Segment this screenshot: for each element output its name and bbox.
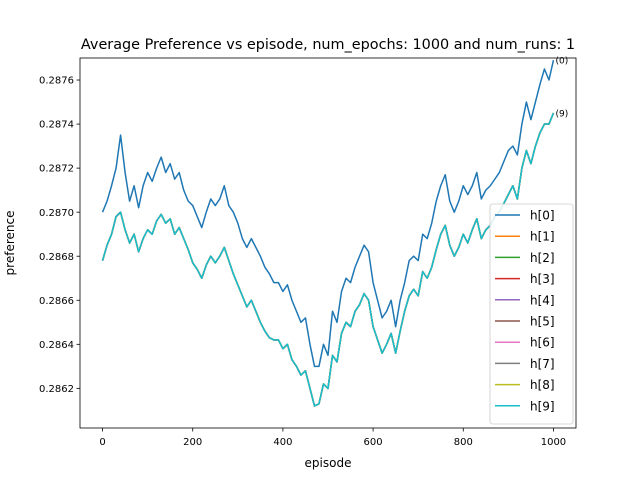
y-tick-label: 0.2876 [39, 76, 74, 87]
chart-title: Average Preference vs episode, num_epoch… [81, 37, 575, 53]
legend-label: h[5] [530, 315, 555, 329]
y-tick-label: 0.2872 [39, 164, 74, 175]
legend-label: h[1] [530, 230, 555, 244]
legend-label: h[8] [530, 378, 555, 392]
series-layer [101, 60, 555, 407]
end-labels: (0) (9) [555, 57, 568, 120]
end-label-0: (0) [555, 57, 568, 67]
end-label-1: (9) [555, 110, 568, 120]
legend: h[0] h[1] h[2] h[3] h[4] h[5] h[6] h[7] h[8] h[9] [489, 203, 574, 425]
legend-label: h[2] [530, 251, 555, 265]
x-tick-label: 400 [273, 437, 292, 448]
y-tick-label: 0.2866 [39, 296, 74, 307]
legend-label: h[9] [530, 399, 555, 413]
y-tick-label: 0.2874 [39, 120, 74, 131]
series-line-9 [101, 112, 555, 407]
x-tick-label: 0 [99, 437, 105, 448]
legend-label: h[6] [530, 336, 555, 350]
series-line-0 [101, 60, 555, 368]
plot-frame [79, 57, 577, 429]
legend-label: h[0] [530, 209, 555, 223]
y-axis-ticks: 0.2862 0.2864 0.2866 0.2868 0.2870 0.2872 0.28… [39, 76, 80, 395]
x-axis-label: episode [305, 456, 352, 470]
y-tick-label: 0.2868 [39, 252, 74, 263]
legend-label: h[4] [530, 293, 555, 307]
x-tick-label: 800 [454, 437, 473, 448]
x-axis-ticks: 0 200 400 600 800 1000 [99, 428, 566, 448]
x-tick-label: 600 [364, 437, 383, 448]
legend-label: h[3] [530, 272, 555, 286]
legend-box [489, 203, 574, 425]
y-tick-label: 0.2862 [39, 384, 74, 395]
y-tick-label: 0.2870 [39, 208, 74, 219]
x-tick-label: 200 [183, 437, 202, 448]
legend-label: h[7] [530, 357, 555, 371]
y-axis-label: preference [3, 211, 17, 276]
x-tick-label: 1000 [541, 437, 566, 448]
y-tick-label: 0.2864 [39, 340, 74, 351]
